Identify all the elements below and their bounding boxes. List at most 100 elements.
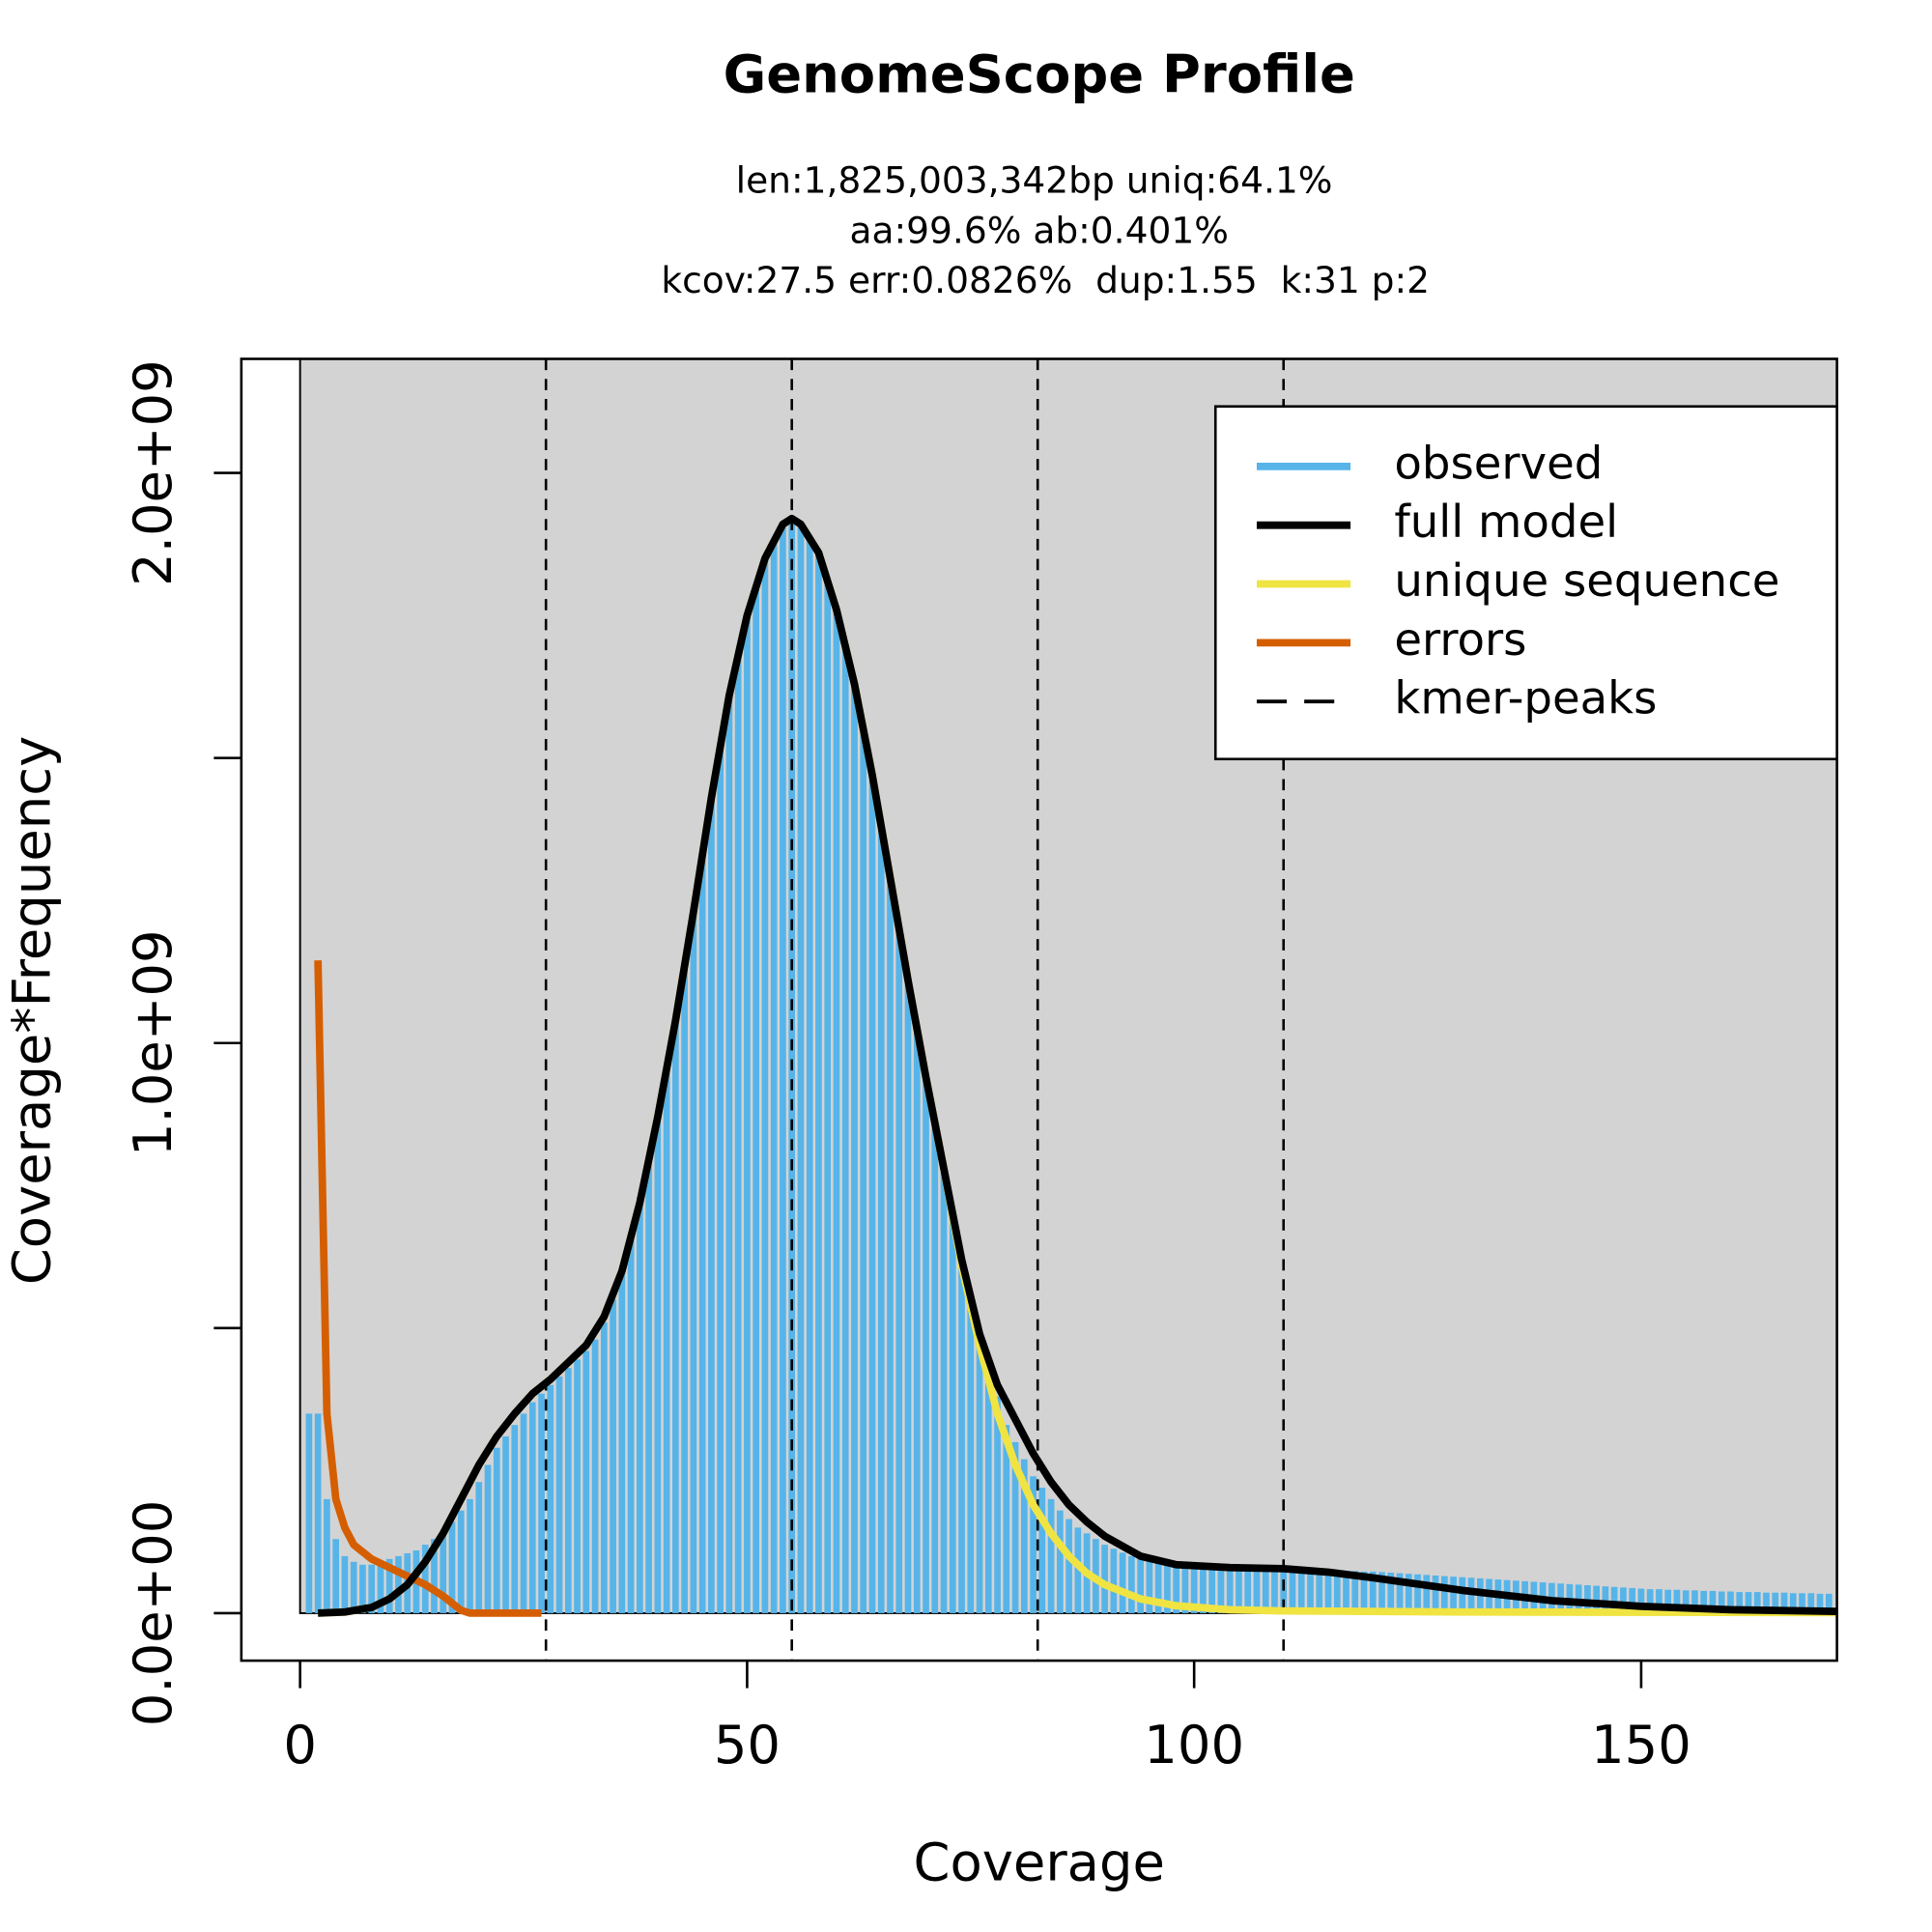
observed-bar xyxy=(421,1545,429,1613)
observed-bar xyxy=(1137,1558,1144,1613)
plot-area xyxy=(305,358,1837,1662)
observed-bar xyxy=(672,1020,679,1613)
y-tick-label: 2.0e+09 xyxy=(123,359,184,586)
observed-bar xyxy=(368,1564,376,1613)
observed-bar xyxy=(484,1464,492,1613)
observed-bar xyxy=(1807,1593,1815,1613)
observed-bar xyxy=(547,1384,554,1613)
observed-bar xyxy=(1057,1510,1064,1613)
observed-bar xyxy=(725,695,733,1613)
x-tick-label: 0 xyxy=(283,1715,317,1776)
chart-title: GenomeScope Profile xyxy=(724,43,1355,104)
observed-bar xyxy=(1450,1577,1457,1613)
legend-label: kmer-peaks xyxy=(1394,672,1657,724)
observed-bar xyxy=(708,797,715,1613)
observed-bar xyxy=(493,1447,500,1613)
observed-bar xyxy=(1780,1592,1788,1613)
observed-bar xyxy=(1709,1590,1717,1613)
observed-bar xyxy=(1226,1567,1234,1613)
observed-bar xyxy=(1691,1590,1698,1613)
observed-bar xyxy=(1816,1593,1824,1613)
observed-bar xyxy=(663,1071,670,1613)
observed-bar xyxy=(780,524,786,1613)
observed-bar xyxy=(940,1168,948,1613)
legend-label: errors xyxy=(1394,613,1526,666)
observed-bar xyxy=(1003,1425,1010,1613)
observed-bar xyxy=(511,1425,519,1613)
observed-bar xyxy=(976,1333,983,1613)
model-line xyxy=(314,960,542,1617)
observed-bar xyxy=(637,1197,643,1613)
observed-bar xyxy=(734,655,742,1613)
observed-bar xyxy=(1646,1589,1654,1613)
observed-bar xyxy=(1324,1570,1332,1613)
axes-box xyxy=(240,357,1838,1662)
observed-bar xyxy=(761,558,769,1613)
observed-bar xyxy=(1208,1566,1216,1613)
legend-label: observed xyxy=(1394,437,1603,489)
observed-bar xyxy=(815,553,822,1613)
chart-subtitle: len:1,825,003,342bp uniq:64.1% xyxy=(736,158,1333,201)
x-tick-label: 150 xyxy=(1591,1715,1691,1776)
observed-bar xyxy=(1432,1575,1439,1613)
observed-bar xyxy=(359,1564,366,1613)
observed-bar xyxy=(770,541,778,1613)
observed-bar xyxy=(645,1156,652,1613)
observed-bar xyxy=(1682,1590,1690,1613)
observed-bar xyxy=(610,1299,616,1613)
observed-bar xyxy=(994,1396,1001,1613)
observed-bar xyxy=(1360,1571,1368,1613)
observed-bar xyxy=(1181,1565,1189,1613)
observed-bar xyxy=(1593,1585,1600,1613)
observed-bar xyxy=(1378,1572,1385,1613)
observed-bar xyxy=(1664,1589,1672,1613)
observed-bar xyxy=(618,1270,626,1613)
observed-bar xyxy=(1396,1573,1404,1613)
observed-bar xyxy=(1280,1568,1288,1613)
observed-bar xyxy=(350,1561,357,1613)
observed-bar xyxy=(984,1368,992,1613)
observed-bar xyxy=(913,1031,921,1613)
observed-bar xyxy=(502,1435,509,1613)
model-line xyxy=(317,514,1837,1617)
observed-bar xyxy=(1253,1568,1261,1613)
observed-bar xyxy=(1271,1568,1278,1613)
observed-bar xyxy=(1467,1577,1475,1613)
observed-bar xyxy=(627,1236,635,1613)
observed-bar xyxy=(868,775,876,1613)
observed-bar xyxy=(681,969,688,1613)
observed-bar xyxy=(1200,1566,1207,1613)
observed-bar xyxy=(582,1350,590,1613)
observed-bar xyxy=(1074,1527,1082,1613)
observed-bar xyxy=(1244,1567,1252,1613)
observed-bar xyxy=(1736,1592,1744,1613)
observed-bar xyxy=(1423,1575,1431,1613)
observed-bar xyxy=(385,1558,393,1613)
observed-bar xyxy=(1011,1441,1019,1613)
observed-bar xyxy=(1620,1587,1627,1613)
y-tick-label: 0.0e+00 xyxy=(123,1500,184,1727)
chart-subtitle: kcov:27.5 err:0.0826% dup:1.55 k:31 p:2 xyxy=(661,259,1430,301)
observed-bar xyxy=(555,1377,563,1613)
observed-bar xyxy=(1369,1571,1377,1613)
x-tick-label: 50 xyxy=(714,1715,781,1776)
observed-bar xyxy=(904,980,912,1613)
observed-bar xyxy=(1745,1592,1752,1613)
observed-bar xyxy=(1190,1565,1198,1613)
x-tick-label: 100 xyxy=(1144,1715,1244,1776)
observed-bar xyxy=(600,1321,608,1613)
observed-bar xyxy=(591,1339,599,1613)
observed-bar xyxy=(1110,1548,1118,1613)
observed-bar xyxy=(1763,1592,1770,1613)
observed-bar xyxy=(698,854,706,1613)
observed-bar xyxy=(305,1413,313,1613)
observed-bar xyxy=(860,729,867,1613)
observed-bar xyxy=(1128,1555,1135,1613)
observed-bar xyxy=(1673,1589,1681,1613)
observed-bar xyxy=(824,581,832,1613)
observed-bar xyxy=(877,826,885,1613)
observed-bar xyxy=(457,1510,465,1613)
observed-bar xyxy=(538,1393,545,1613)
observed-bar xyxy=(564,1368,572,1613)
